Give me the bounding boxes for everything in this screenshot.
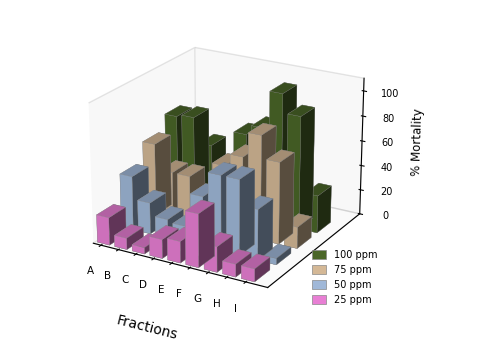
Legend: 100 ppm, 75 ppm, 50 ppm, 25 ppm: 100 ppm, 75 ppm, 50 ppm, 25 ppm — [308, 247, 380, 308]
X-axis label: Fractions: Fractions — [115, 313, 180, 342]
